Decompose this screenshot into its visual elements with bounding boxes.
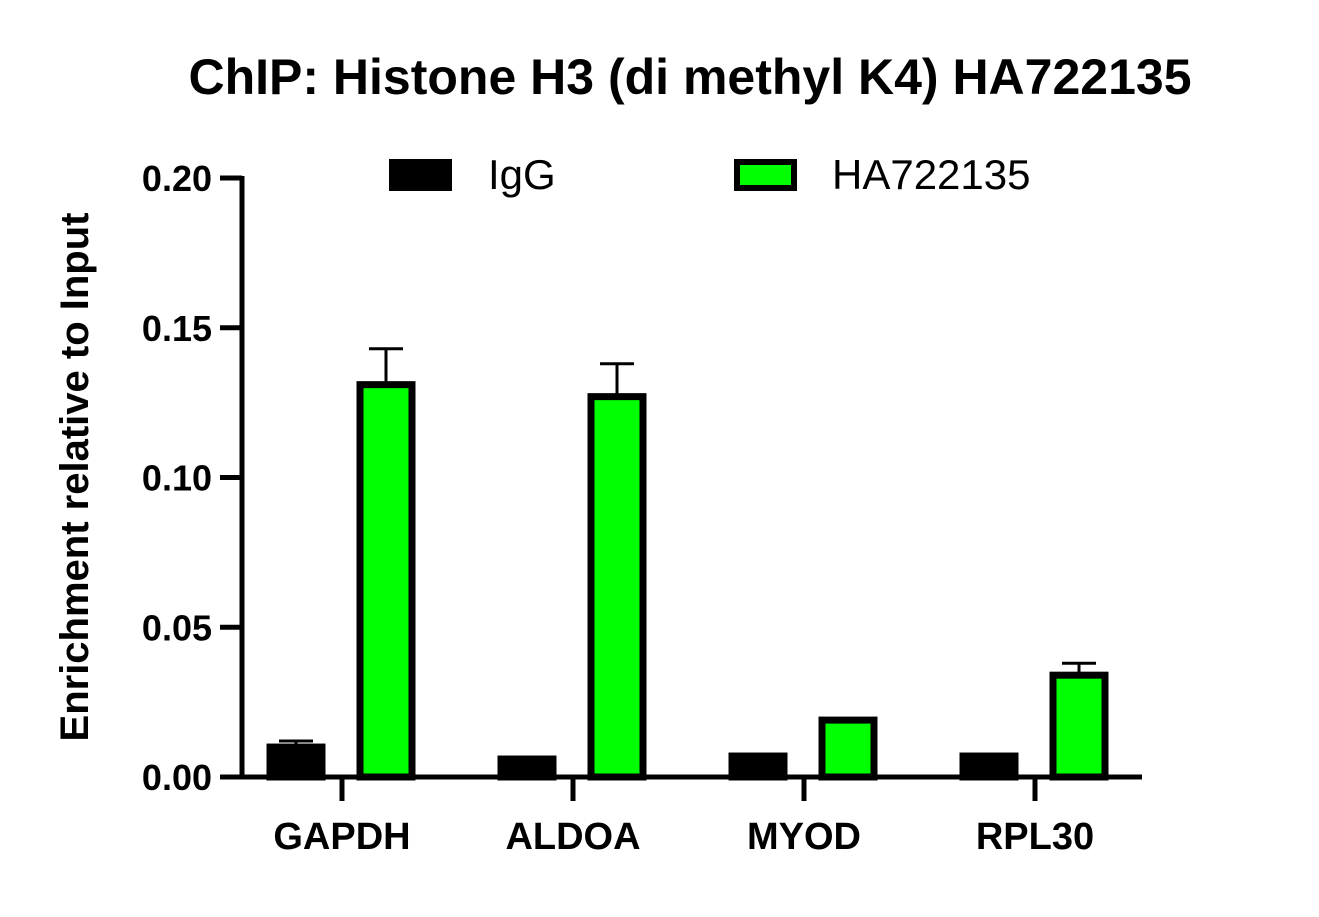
bar-igg-myod [728,752,788,781]
bar-igg-aldoa [497,755,557,781]
bars [266,347,1109,781]
legend-swatch-igg [389,159,452,191]
x-axis: GAPDH ALDOA MYOD RPL30 [240,774,1142,858]
x-tick-label: MYOD [747,816,861,858]
y-axis: 0.00 0.05 0.10 0.15 0.20 [142,158,245,798]
bar-igg-rpl30 [959,752,1019,781]
y-tick-label: 0.20 [142,158,212,199]
y-axis-label: Enrichment relative to Input [53,213,97,742]
bar-igg-gapdh [266,743,326,781]
y-tick-label: 0.05 [142,607,212,648]
x-tick-label: RPL30 [976,816,1094,858]
x-tick-label: ALDOA [505,816,640,858]
legend: IgG HA722135 [389,151,1031,198]
y-tick-label: 0.10 [142,458,212,499]
y-tick-label: 0.00 [142,757,212,798]
bar-ha722135-aldoa [587,393,647,781]
bar-ha722135-myod [818,716,878,781]
legend-label-ha722135: HA722135 [832,151,1031,198]
y-tick-label: 0.15 [142,308,212,349]
chart-title: ChIP: Histone H3 (di methyl K4) HA722135 [188,49,1191,105]
bar-ha722135-gapdh [356,381,416,781]
bar-ha722135-rpl30 [1049,671,1109,781]
legend-swatch-ha722135 [734,159,797,191]
legend-label-igg: IgG [488,151,556,198]
x-tick-label: GAPDH [273,816,410,858]
